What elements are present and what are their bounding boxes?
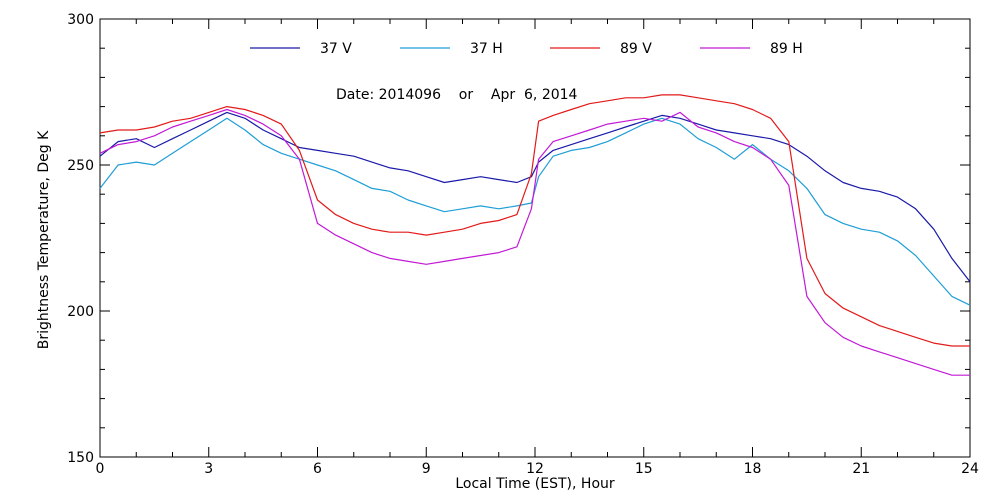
plot-frame <box>99 18 971 458</box>
x-axis-title: Local Time (EST), Hour <box>455 476 615 492</box>
y-tick-label: 150 <box>67 450 94 466</box>
legend: 37 V 37 H 89 V 89 H <box>250 41 803 57</box>
y-tick-label: 200 <box>67 304 94 320</box>
y-axis-title: Brightness Temperature, Deg K <box>36 130 52 349</box>
legend-label-37-v: 37 V <box>320 41 352 57</box>
y-tick-label: 250 <box>67 158 94 174</box>
date-annotation: Date: 2014096 or Apr 6, 2014 <box>336 87 578 103</box>
x-tick-label: 0 <box>96 461 105 477</box>
series-lines <box>99 94 971 376</box>
x-tick-label: 6 <box>313 461 322 477</box>
series-line-37-h <box>99 117 971 306</box>
x-tick-label: 21 <box>852 461 870 477</box>
y-tick-label: 300 <box>67 12 94 28</box>
x-tick-label: 3 <box>204 461 213 477</box>
x-tick-label: 18 <box>744 461 762 477</box>
series-line-89-v <box>99 94 970 347</box>
legend-label-89-v: 89 V <box>620 41 652 57</box>
x-tick-label: 9 <box>422 461 431 477</box>
series-line-89-h <box>99 108 970 376</box>
x-tick-label: 24 <box>961 461 979 477</box>
axes: 0 3 6 9 12 15 18 21 24 150 200 250 300 <box>67 12 979 477</box>
series-line-37-v <box>99 111 971 283</box>
x-tick-label: 12 <box>526 461 544 477</box>
x-tick-label: 15 <box>635 461 653 477</box>
legend-label-89-h: 89 H <box>770 41 803 57</box>
legend-label-37-h: 37 H <box>470 41 503 57</box>
